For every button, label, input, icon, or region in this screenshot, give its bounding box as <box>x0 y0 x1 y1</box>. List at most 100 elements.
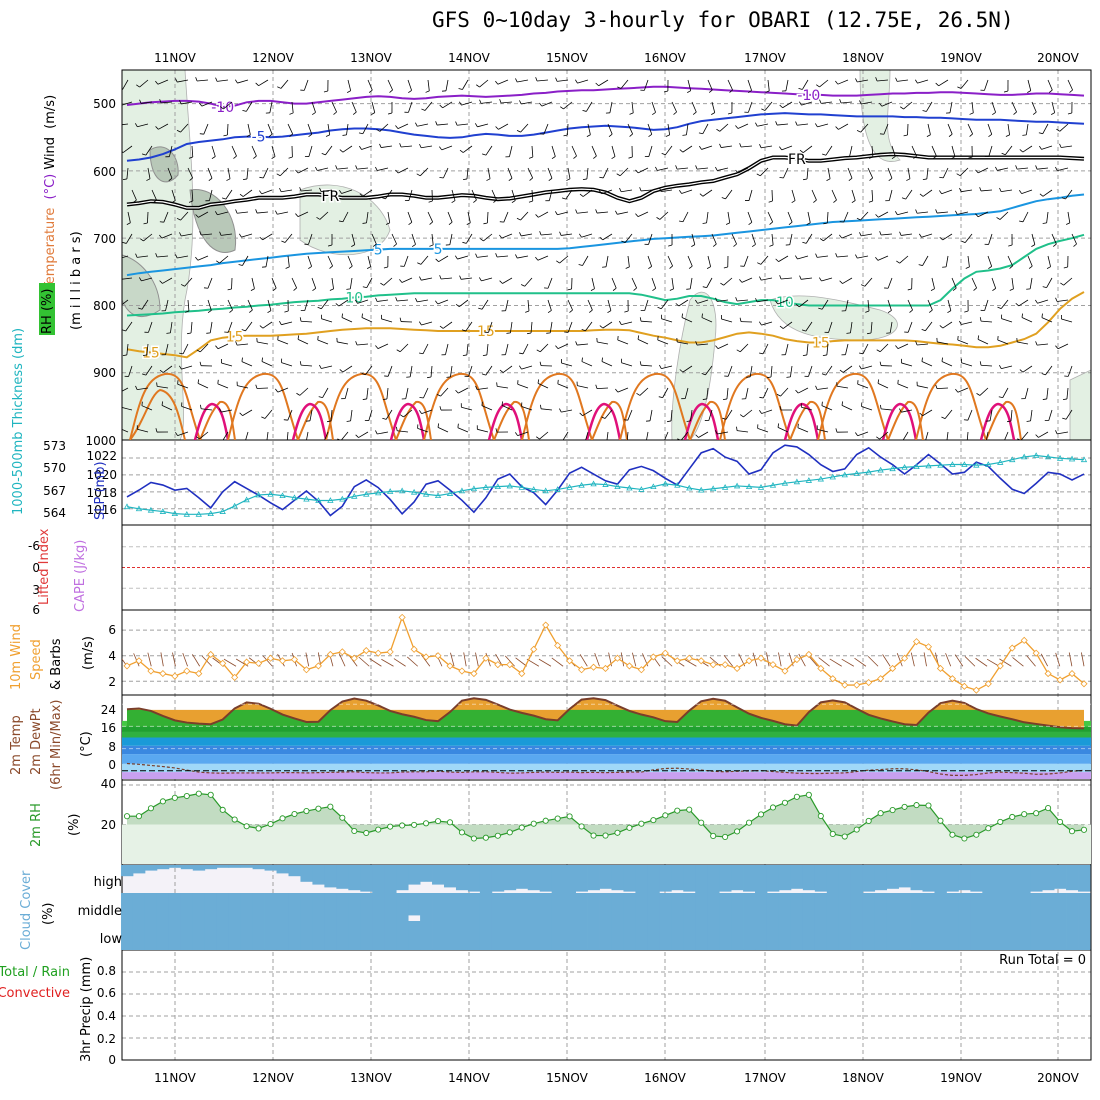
wind-barb <box>682 365 693 373</box>
rh2m-marker <box>650 817 657 824</box>
wind-barb <box>520 123 529 133</box>
wind-barb <box>797 123 809 126</box>
wind-barb <box>358 431 369 438</box>
thickness-marker <box>757 484 765 490</box>
wind-barb <box>548 189 553 201</box>
wind-barb-flag <box>1055 297 1058 302</box>
wind-barb <box>199 431 209 440</box>
wind-barb-flag <box>555 77 558 82</box>
wind-barb-flag <box>535 256 539 261</box>
wind-barb <box>737 123 749 129</box>
wind-barb <box>362 189 373 197</box>
wind-barb <box>122 123 129 126</box>
cloud-bar-high <box>1042 865 1055 891</box>
wind-barb-flag <box>859 100 862 105</box>
wind-barb <box>304 299 309 311</box>
wind-barb <box>191 189 194 201</box>
rh2m-marker <box>1045 805 1052 812</box>
wind-barb <box>931 145 937 157</box>
thick-ytick: 573 <box>43 439 66 453</box>
wind-barb-flag <box>327 420 332 423</box>
wind-barb <box>977 167 989 174</box>
wind-barb <box>661 189 673 193</box>
rh2m-marker <box>817 812 824 820</box>
x-top-label: 15NOV <box>546 51 588 65</box>
wind10m-speed-line <box>126 615 1085 691</box>
wind-barb <box>245 321 253 332</box>
wind-barb-flag <box>479 238 484 242</box>
wind-barb-flag <box>219 106 224 110</box>
rh2m-marker <box>841 833 848 840</box>
cloud-bar-low <box>156 921 170 950</box>
wind-barb <box>651 277 657 289</box>
wind-barb <box>907 299 913 311</box>
wind-barb-flag <box>815 253 818 258</box>
wind-barb-flag <box>1009 265 1013 269</box>
cloud-bar-middle <box>1066 893 1079 921</box>
wind-barb <box>257 211 269 214</box>
wind-barb-flag <box>769 244 774 247</box>
wind-barb-flag <box>702 286 707 289</box>
wind-barb-flag <box>888 177 893 181</box>
cloud-bar-high <box>252 865 265 870</box>
wind-barb-flag <box>608 133 613 137</box>
wind-barb <box>624 233 633 243</box>
wind-barb <box>222 431 229 440</box>
wind-barb <box>362 123 369 134</box>
wind-barb <box>1024 387 1029 399</box>
cloud-bar-low <box>348 921 361 950</box>
cloud-bar-high <box>719 865 732 892</box>
wind-barb <box>841 233 853 239</box>
thickness-marker <box>147 506 155 513</box>
wind-barb <box>999 211 1009 220</box>
wind-barb <box>707 255 712 267</box>
wind-ytick: 2 <box>108 675 116 689</box>
wind-barb <box>483 233 493 242</box>
wind-barb-flag <box>461 329 466 332</box>
wind-barb <box>697 299 709 304</box>
wind-barb-flag <box>913 155 917 159</box>
rh2m-marker <box>375 826 382 833</box>
wind-barb-flag <box>399 414 404 418</box>
cloud-bar-middle <box>599 893 612 921</box>
wind-barb <box>959 167 969 176</box>
wind-barb-flag <box>1073 243 1077 247</box>
wind-barb <box>217 343 229 350</box>
wind-barb-flag <box>1019 220 1024 223</box>
wind-barb-flag <box>295 169 299 174</box>
wind-barb-flag <box>959 320 962 325</box>
cloud-bar-middle <box>180 893 194 921</box>
wind-barb-flag <box>833 199 837 203</box>
wind-barb <box>342 211 349 222</box>
wind-barb <box>843 211 849 223</box>
thickness-marker <box>195 510 202 517</box>
wind-barb-flag <box>259 325 264 329</box>
wind-barb-flag <box>779 146 783 151</box>
cloud-bar-middle <box>671 893 684 921</box>
wind-barb <box>221 233 233 236</box>
wind-barb <box>682 211 689 222</box>
wind-barb-flag <box>735 297 738 302</box>
cloud-bar-low <box>850 921 864 950</box>
wind-barb-flag <box>284 310 289 313</box>
wind-barb <box>161 233 173 239</box>
wind-barb-flag <box>233 155 237 159</box>
wind-barb <box>477 387 489 390</box>
wind-barb-flag <box>839 280 843 284</box>
wind-barb <box>397 430 409 433</box>
x-top-label: 18NOV <box>842 51 884 65</box>
wind-barb <box>581 233 593 238</box>
wind-barb-flag <box>393 243 397 247</box>
cloud-bar-low <box>180 921 194 950</box>
rh2m-marker <box>207 791 214 798</box>
wind-barb <box>209 321 213 333</box>
wind-barb-flag <box>1062 417 1067 420</box>
cloud-bar-high <box>168 865 182 868</box>
wind-barb <box>659 211 669 220</box>
wind10m-barb <box>1040 653 1049 667</box>
wind-barb-flag <box>399 279 403 283</box>
wind-barb-flag <box>767 376 772 379</box>
wind-barb-flag <box>195 214 199 218</box>
wind10m-marker <box>709 661 717 669</box>
wind-barb-flag <box>896 260 900 264</box>
